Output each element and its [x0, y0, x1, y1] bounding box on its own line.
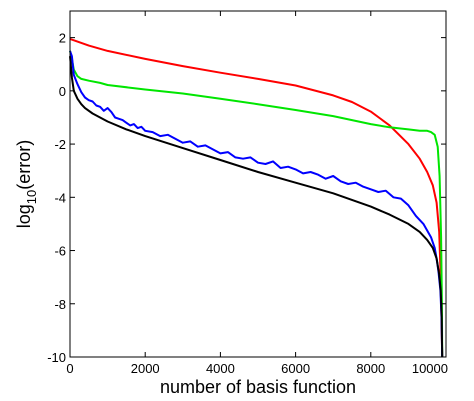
plot-frame	[69, 10, 447, 358]
y-axis-label-suffix: (error)	[14, 140, 34, 190]
x-tick-label: 2000	[131, 361, 160, 376]
y-tick-label: -8	[54, 297, 66, 312]
x-tick-label: 10000	[412, 361, 448, 376]
series-layer	[69, 37, 444, 358]
x-tick-label: 6000	[281, 361, 310, 376]
y-tick-label: 0	[59, 84, 66, 99]
y-axis-label: log10(error)	[14, 140, 39, 229]
y-tick-label: -6	[54, 244, 66, 259]
series-line-3	[69, 50, 444, 358]
y-tick-label: -4	[54, 190, 66, 205]
y-tick-label: -2	[54, 137, 66, 152]
series-line-2	[69, 50, 444, 358]
y-tick-label: 2	[59, 31, 66, 46]
tick-layer: 0 2000 4000 6000 8000 10000 2 0 -2 -4 -6 -8 -10	[47, 11, 448, 376]
x-axis-label: number of basis function	[160, 377, 356, 397]
series-line-4	[69, 56, 444, 358]
x-tick-label: 4000	[206, 361, 235, 376]
x-tick-label: 0	[66, 361, 73, 376]
y-axis-label-prefix: log	[14, 204, 34, 228]
y-axis-label-subscript: 10	[24, 190, 39, 204]
x-tick-label: 8000	[356, 361, 385, 376]
y-tick-label: -10	[47, 350, 66, 365]
series-line-1	[69, 37, 444, 358]
